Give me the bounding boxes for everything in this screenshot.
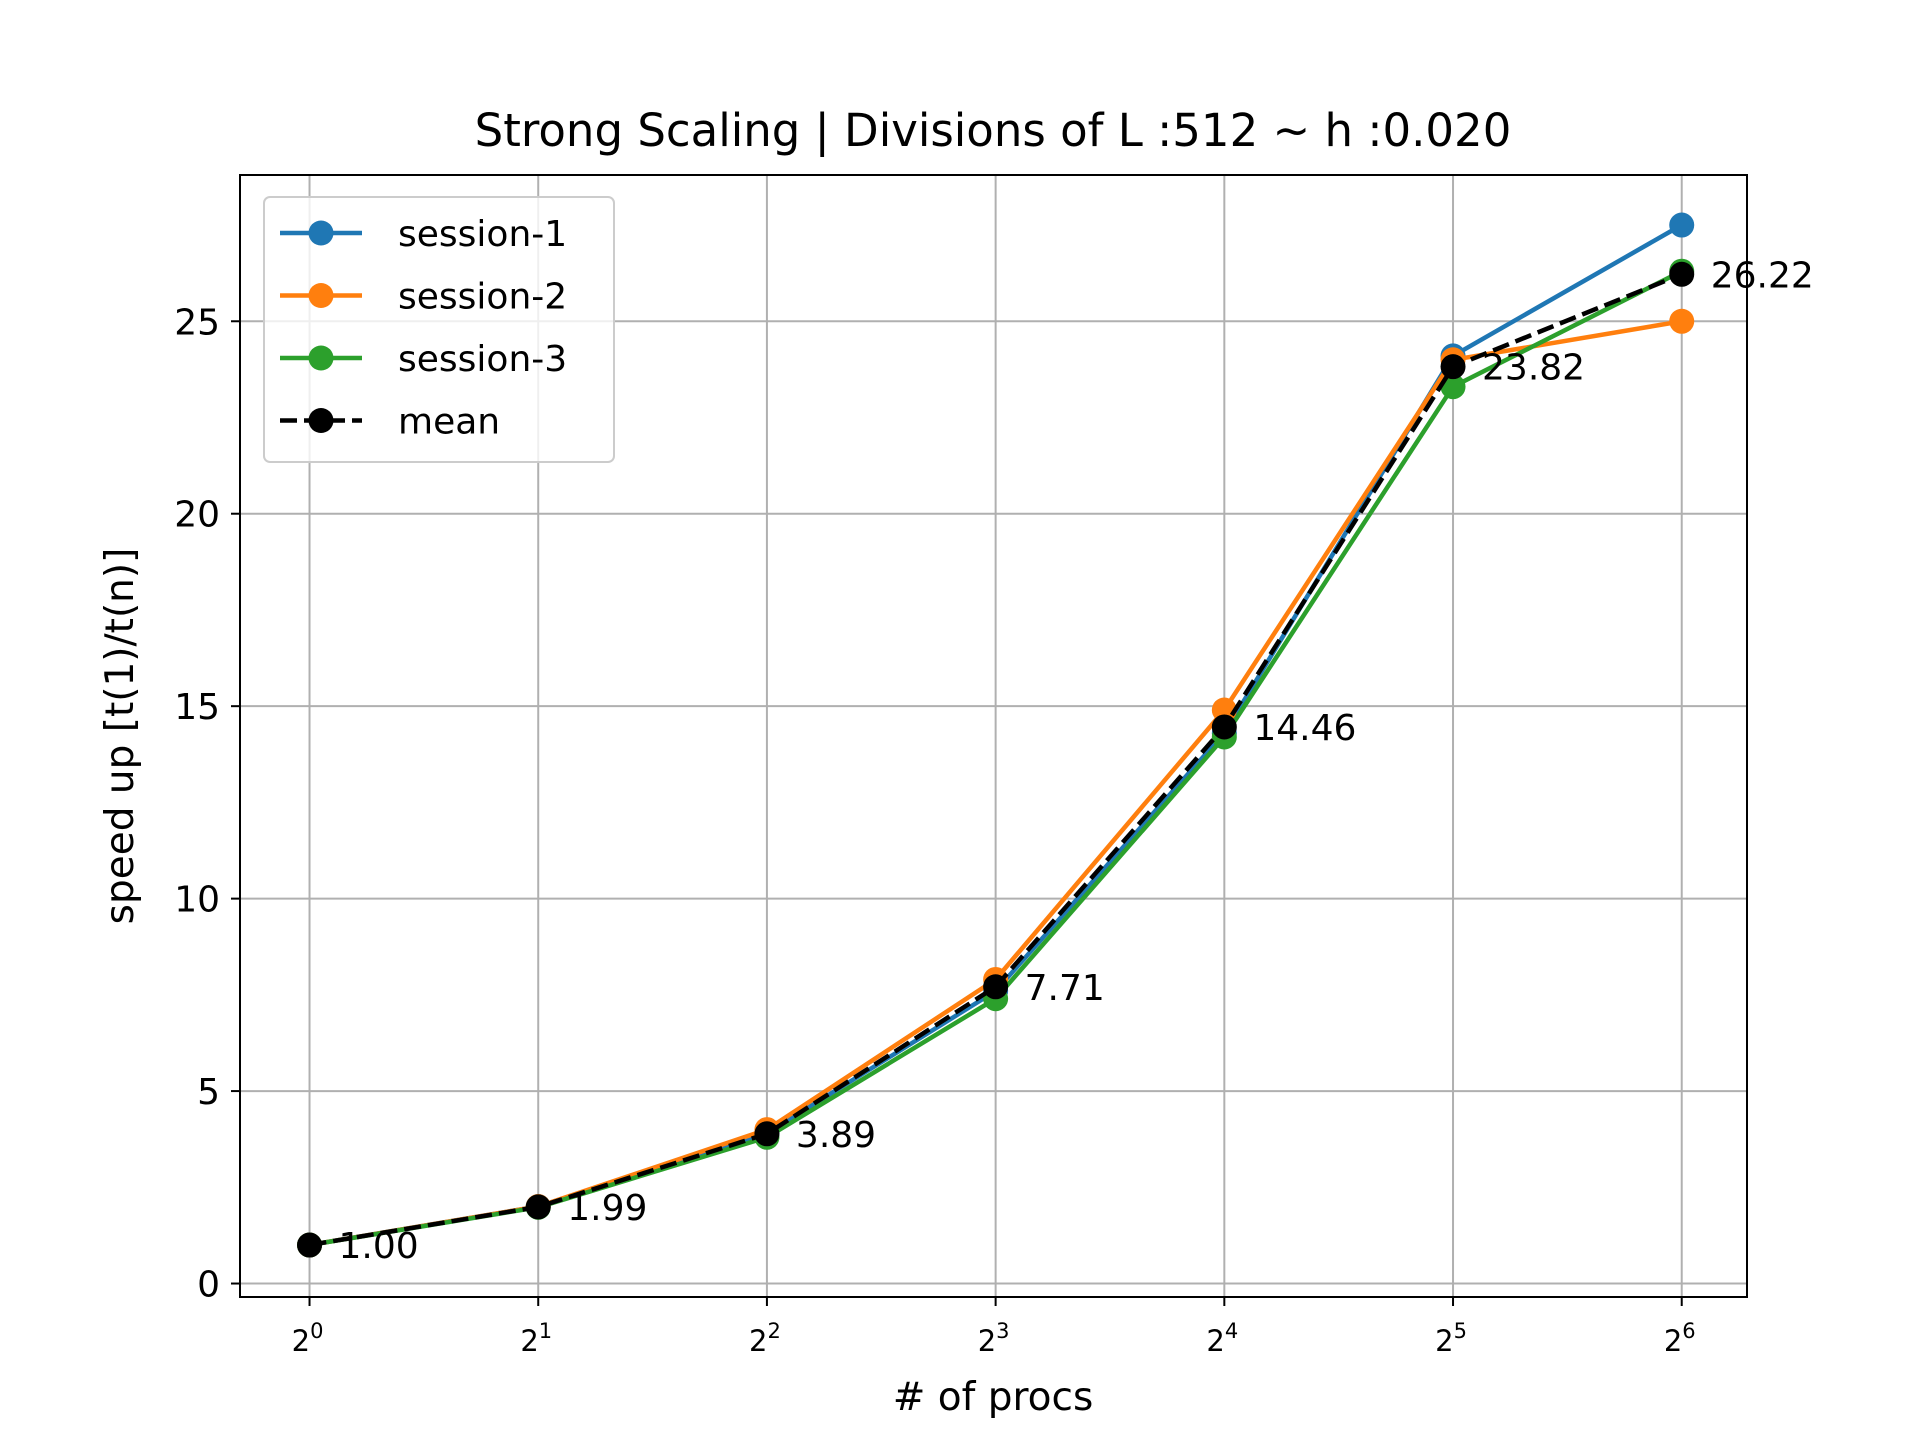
data-labels: 1.00 1.99 3.89 7.71 14.46 23.82 26.22 <box>339 255 1814 1267</box>
y-tick-label: 5 <box>197 1072 220 1113</box>
x-tick-label: 26 <box>1664 1319 1696 1358</box>
data-point-mean <box>983 974 1009 1000</box>
x-tick-label: 23 <box>978 1319 1010 1358</box>
legend-frame <box>263 196 615 463</box>
legend-label-session-3: session-3 <box>398 339 567 380</box>
x-tick-label: 21 <box>520 1319 552 1358</box>
axis-ticks: 20 21 22 23 24 25 26 0 5 10 15 20 25 <box>174 302 1695 1358</box>
legend: session-1 session-2 session-3 mean <box>263 196 615 463</box>
y-tick-label: 0 <box>197 1265 220 1306</box>
data-label: 1.99 <box>567 1188 647 1229</box>
legend-marker-session-3 <box>308 345 334 371</box>
y-tick-label: 20 <box>174 495 220 536</box>
legend-marker-session-1 <box>308 220 334 246</box>
x-tick-label: 20 <box>292 1319 324 1358</box>
data-point-mean <box>1669 261 1695 287</box>
legend-marker-session-2 <box>308 283 334 308</box>
x-axis-label: # of procs <box>893 1375 1094 1420</box>
legend-marker-mean <box>308 408 334 433</box>
x-tick-label: 25 <box>1435 1319 1467 1358</box>
data-point-session-2 <box>1669 308 1695 334</box>
legend-label-session-1: session-1 <box>398 214 567 255</box>
y-tick-label: 10 <box>174 880 220 921</box>
y-axis-label: speed up [t(1)/t(n)] <box>98 548 143 925</box>
series-lines <box>297 212 1695 1258</box>
data-point-session-1 <box>1669 212 1695 238</box>
x-tick-label: 24 <box>1206 1319 1238 1358</box>
data-point-mean <box>754 1121 780 1147</box>
data-label: 1.00 <box>339 1226 419 1267</box>
plot-area-frame <box>239 174 1748 1298</box>
data-point-mean <box>297 1232 323 1258</box>
data-label: 26.22 <box>1711 255 1814 296</box>
legend-label-mean: mean <box>398 402 500 443</box>
data-label: 14.46 <box>1253 708 1356 749</box>
data-label: 23.82 <box>1482 348 1585 389</box>
y-tick-label: 15 <box>174 687 220 728</box>
data-label: 3.89 <box>796 1115 876 1156</box>
data-point-mean <box>1440 354 1466 380</box>
data-point-mean <box>525 1194 551 1220</box>
chart-title: Strong Scaling | Divisions of L :512 ~ h… <box>475 104 1512 157</box>
y-tick-label: 25 <box>174 302 220 343</box>
data-point-mean <box>1211 714 1237 740</box>
x-tick-label: 22 <box>749 1319 781 1358</box>
legend-label-session-2: session-2 <box>398 277 567 318</box>
data-label: 7.71 <box>1025 968 1105 1009</box>
